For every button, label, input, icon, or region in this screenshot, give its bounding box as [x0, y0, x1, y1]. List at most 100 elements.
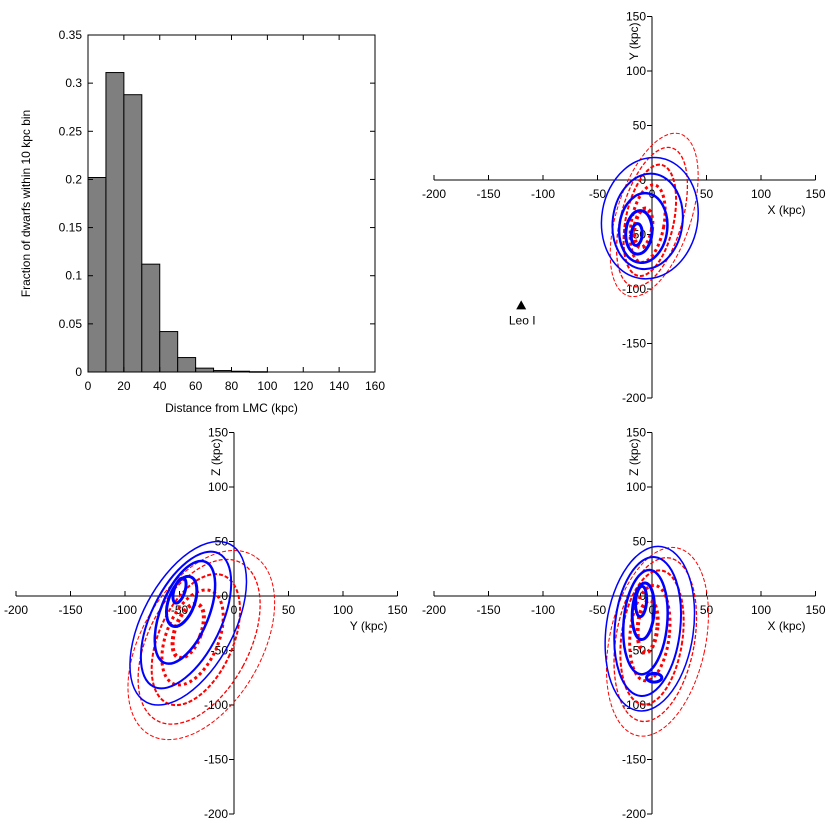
- x-tick-label: 160: [365, 379, 385, 393]
- x-tick-label: -100: [531, 187, 555, 201]
- contour-level: [635, 598, 660, 655]
- blue-solid-contour-series: [129, 540, 248, 706]
- histogram-bar: [87, 177, 107, 373]
- x-tick-label: -150: [476, 603, 500, 617]
- axes: [15, 432, 398, 815]
- y-tick-label: 0.15: [59, 221, 83, 235]
- x-tick-label: 50: [282, 603, 296, 617]
- y-tick-label: 100: [208, 480, 228, 494]
- contour-level: [634, 584, 649, 619]
- contour-level: [129, 540, 248, 706]
- y-tick-label: -150: [622, 753, 646, 767]
- contour-level: [645, 671, 664, 684]
- y-tick-label: 0.1: [65, 269, 82, 283]
- contour-level: [619, 569, 685, 706]
- y-tick-label: 50: [633, 535, 647, 549]
- contour-level: [611, 172, 684, 271]
- histogram-bar: [105, 72, 125, 373]
- blue-solid-contour-series: [604, 545, 696, 712]
- contour-level: [171, 576, 188, 605]
- histogram-panel: 0 20 40 60 80 100 120 140 160 0 0.05 0.1 0.15 0.2 0.25…: [19, 28, 385, 415]
- x-tick-label: -200: [422, 187, 446, 201]
- y-tick-label: 50: [633, 119, 647, 133]
- y-tick-label: 0.35: [59, 28, 83, 42]
- x-tick-label: 80: [225, 379, 239, 393]
- contour-level: [160, 588, 225, 687]
- contour-level: [622, 568, 669, 676]
- y-axis-label: Fraction of dwarfs within 10 kpc bin: [19, 110, 33, 297]
- y-tick-label: 0.2: [65, 172, 82, 186]
- contour-level: [630, 581, 656, 642]
- x-tick-label: 0: [231, 603, 238, 617]
- x-axis-label: Y (kpc): [350, 619, 388, 633]
- y-tick-label: -200: [622, 391, 646, 405]
- contour-level: [605, 546, 709, 737]
- x-tick-label: -200: [422, 603, 446, 617]
- y-tick-label: 0: [221, 589, 228, 603]
- y-tick-label: 0.05: [59, 317, 83, 331]
- x-tick-label: 140: [329, 379, 349, 393]
- histogram-bar: [141, 263, 161, 373]
- contour-level: [604, 545, 696, 712]
- x-tick-label: -150: [476, 187, 500, 201]
- y-tick-label: -150: [622, 337, 646, 351]
- x-tick-label: 0: [85, 379, 92, 393]
- y-tick-label: -200: [622, 807, 646, 821]
- y-tick-label: 150: [626, 10, 646, 24]
- y-tick-label: 0.25: [59, 124, 83, 138]
- x-tick-label: 100: [257, 379, 277, 393]
- x-tick-label: 100: [751, 603, 771, 617]
- y-tick-label: -100: [204, 698, 228, 712]
- x-axis-label: X (kpc): [767, 203, 805, 217]
- contour-level: [624, 209, 654, 256]
- y-tick-label: 150: [208, 426, 228, 440]
- contour-level: [628, 183, 667, 264]
- x-tick-label: 0: [649, 603, 656, 617]
- contour-level: [628, 583, 672, 683]
- y-axis-label: Y (kpc): [627, 23, 641, 61]
- x-tick-label: 150: [387, 603, 407, 617]
- x-tick-label: 60: [189, 379, 203, 393]
- y-axis-label: Z (kpc): [209, 439, 223, 476]
- y-tick-label: 0: [639, 589, 646, 603]
- y-tick-label: 0.3: [65, 76, 82, 90]
- x-tick-label: 100: [751, 187, 771, 201]
- leo-i-label: Leo I: [509, 313, 536, 327]
- x-tick-label: -100: [113, 603, 137, 617]
- contour-level: [609, 132, 699, 298]
- x-z-contour-panel: -200 -150 -100 -50 0 50 100 150-200-150-100-500…: [422, 426, 826, 822]
- y-tick-label: 100: [626, 64, 646, 78]
- y-tick-label: 0: [75, 365, 82, 379]
- y-tick-label: 150: [626, 426, 646, 440]
- y-tick-label: 0: [639, 173, 646, 187]
- x-axis-label: X (kpc): [767, 619, 805, 633]
- x-tick-label: 50: [700, 603, 714, 617]
- red-dashed-contour-series: [605, 546, 709, 737]
- contour-level: [153, 559, 217, 665]
- contour-level: [613, 556, 682, 697]
- x-axis-label: Distance from LMC (kpc): [165, 401, 298, 415]
- y-axis-label: Z (kpc): [627, 439, 641, 476]
- x-tick-label: -50: [589, 603, 607, 617]
- histogram-bar: [123, 94, 143, 373]
- x-tick-label: -150: [58, 603, 82, 617]
- y-tick-label: -200: [204, 807, 228, 821]
- leo-i-marker: [516, 300, 527, 310]
- histogram-bar: [177, 357, 197, 373]
- blue-solid-contour-series: [600, 156, 699, 280]
- contour-level: [613, 557, 698, 723]
- contour-level: [617, 191, 669, 264]
- x-tick-label: 120: [293, 379, 313, 393]
- histogram-bar: [159, 331, 179, 373]
- x-tick-label: 100: [333, 603, 353, 617]
- x-tick-label: -200: [4, 603, 28, 617]
- x-y-contour-panel: -200 -150 -100 -50 0 50 100 150-200-150-100-500…: [422, 10, 826, 406]
- contour-level: [164, 574, 199, 628]
- x-tick-label: 50: [700, 187, 714, 201]
- contour-level: [139, 550, 233, 690]
- x-tick-label: -100: [531, 603, 555, 617]
- x-tick-label: 40: [153, 379, 167, 393]
- y-tick-label: -150: [204, 753, 228, 767]
- axes: [433, 16, 816, 399]
